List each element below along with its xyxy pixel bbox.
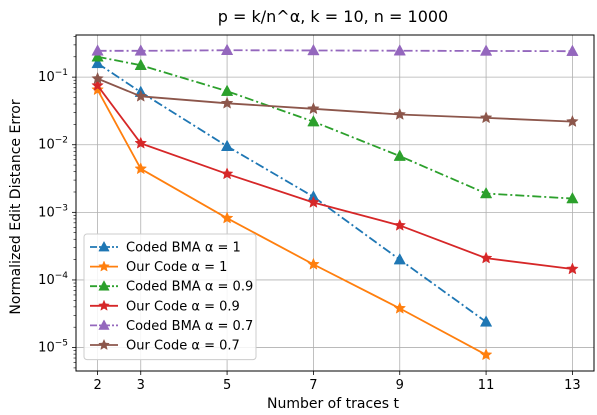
series-0 <box>91 56 493 327</box>
star-marker <box>566 262 579 275</box>
star-marker <box>479 251 493 264</box>
legend-label: Our Code α = 1 <box>126 260 227 275</box>
star-marker <box>393 218 407 231</box>
star-marker <box>91 83 104 96</box>
triangle-marker <box>479 186 493 199</box>
triangle-marker <box>91 56 104 69</box>
legend-label: Coded BMA α = 0.7 <box>126 319 253 334</box>
series-layer <box>91 43 579 361</box>
star-marker <box>98 338 110 350</box>
plot-frame <box>75 34 595 372</box>
triangle-marker <box>134 58 147 70</box>
y-axis-label: Normalized Edit Distance Error <box>8 99 24 314</box>
triangle-marker <box>98 240 110 252</box>
legend-item: Our Code α = 1 <box>90 260 227 275</box>
triangle-marker <box>307 43 320 56</box>
x-tick-label: 3 <box>137 378 145 393</box>
legend: Coded BMA α = 1 Our Code α = 1 Coded BMA α… <box>83 233 257 361</box>
series-2 <box>91 50 579 204</box>
triangle-marker <box>393 253 406 265</box>
legend-label: Our Code α = 0.7 <box>126 339 240 354</box>
triangle-marker <box>220 84 234 96</box>
triangle-marker <box>91 44 104 56</box>
legend-item: Our Code α = 0.9 <box>90 299 240 314</box>
series-4 <box>91 43 579 56</box>
x-tick-label: 5 <box>223 378 231 393</box>
legend-item: Our Code α = 0.7 <box>90 339 240 354</box>
star-marker <box>220 211 234 224</box>
triangle-marker <box>134 44 147 56</box>
y-tick-label: 10−5 <box>38 339 68 356</box>
series-1 <box>91 83 493 361</box>
triangle-marker <box>479 44 493 56</box>
star-marker <box>393 301 407 314</box>
legend-label: Coded BMA α = 1 <box>126 241 241 256</box>
star-marker <box>134 136 148 149</box>
star-marker <box>220 96 234 109</box>
legend-label: Coded BMA α = 0.9 <box>126 280 253 295</box>
series-line <box>97 49 573 53</box>
triangle-marker <box>479 315 493 327</box>
legend-item: Coded BMA α = 1 <box>90 241 241 256</box>
series-line <box>97 62 487 323</box>
star-marker <box>307 195 320 208</box>
star-marker <box>307 102 320 115</box>
star-marker <box>479 111 493 124</box>
x-tick-label: 2 <box>93 378 101 393</box>
y-tick-label: 10−1 <box>38 68 68 85</box>
y-tick-label: 10−2 <box>38 136 68 153</box>
legend-item: Coded BMA α = 0.7 <box>90 319 253 334</box>
star-marker <box>307 257 320 270</box>
triangle-marker <box>393 44 406 56</box>
legend-box <box>83 233 257 361</box>
triangle-marker <box>566 192 579 204</box>
star-marker <box>566 114 579 127</box>
x-tick-label: 7 <box>309 378 317 393</box>
star-marker <box>98 260 110 272</box>
series-3 <box>91 78 579 275</box>
triangle-marker <box>220 43 234 55</box>
series-line <box>97 77 573 123</box>
star-marker <box>134 162 148 175</box>
star-marker <box>479 348 493 361</box>
triangle-marker <box>566 44 579 56</box>
x-tick-label: 11 <box>478 378 495 393</box>
triangle-marker <box>393 149 406 161</box>
triangle-marker <box>98 280 110 291</box>
star-marker <box>393 107 407 120</box>
star-marker <box>98 299 110 311</box>
x-tick-label: 9 <box>396 378 404 393</box>
y-tick-label: 10−3 <box>38 203 68 220</box>
x-tick-label: 13 <box>564 378 581 393</box>
y-tick-label: 10−4 <box>38 271 68 288</box>
series-5 <box>91 71 579 127</box>
series-line <box>96 89 487 356</box>
legend-label: Our Code α = 0.9 <box>126 299 240 314</box>
triangle-marker <box>220 139 234 151</box>
legend-item: Coded BMA α = 0.9 <box>90 280 253 295</box>
triangle-marker <box>91 50 104 62</box>
series-line <box>97 55 573 200</box>
star-marker <box>220 167 234 180</box>
triangle-marker <box>98 319 110 330</box>
star-marker <box>134 89 148 102</box>
x-axis-label: Number of traces t <box>267 396 400 412</box>
star-marker <box>91 71 104 85</box>
star-marker <box>91 78 104 91</box>
chart-title: p = k/n^α, k = 10, n = 1000 <box>218 7 448 26</box>
triangle-marker <box>307 115 320 127</box>
